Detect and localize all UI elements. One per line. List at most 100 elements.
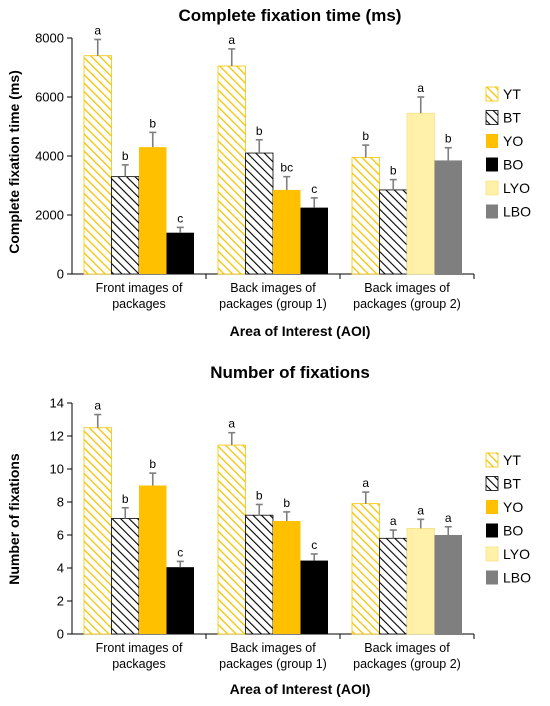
significance-label: a: [390, 514, 397, 528]
x-category-label: packages (group 1): [219, 657, 327, 671]
x-category-label: Back images of: [230, 641, 316, 655]
significance-label: a: [417, 503, 424, 517]
bar-bo: [166, 567, 194, 634]
significance-label: b: [256, 488, 263, 502]
bar-yt: [351, 157, 380, 275]
x-category-label: Back images of: [230, 281, 316, 295]
y-axis-label: Complete fixation time (ms): [6, 70, 22, 254]
legend-label: BO: [503, 523, 523, 539]
legend-swatch-lyo: [485, 180, 499, 196]
legend: YT BT YO BO LYO LBO: [485, 86, 531, 220]
significance-label: a: [362, 476, 369, 490]
legend-label: BT: [503, 476, 521, 492]
bar-lyo: [406, 112, 435, 275]
bar-lyo: [406, 528, 435, 635]
y-tick-label: 2000: [35, 208, 64, 223]
significance-label: a: [94, 399, 101, 413]
y-tick-label: 6000: [35, 90, 64, 105]
x-category-label: packages: [112, 297, 166, 311]
plot-area: 0 2 4 6 8 10 12 14 a b b c Front images of packages a b…: [50, 396, 475, 671]
y-tick-label: 8000: [35, 31, 64, 46]
significance-label: b: [283, 496, 290, 510]
legend-swatch-yo: [486, 134, 498, 148]
legend-swatch-lbo: [486, 204, 498, 219]
significance-label: a: [228, 33, 235, 47]
significance-label: b: [122, 149, 129, 163]
legend-swatch-bo: [486, 157, 498, 172]
bar-bt: [245, 514, 274, 635]
legend-label: LBO: [503, 570, 531, 586]
bar-bt: [111, 518, 140, 635]
significance-label: b: [122, 492, 129, 506]
legend-swatch-lbo: [486, 570, 498, 585]
y-tick-label: 12: [50, 429, 64, 444]
bar-yo: [273, 189, 301, 274]
legend-label: YT: [503, 86, 521, 102]
chart-title: Number of fixations: [210, 363, 370, 382]
x-category-label: packages (group 2): [353, 297, 461, 311]
x-category-label: packages: [112, 657, 166, 671]
bar-lbo: [434, 160, 462, 274]
x-axis-label: Area of Interest (AOI): [230, 323, 371, 339]
x-category-label: packages (group 1): [219, 297, 327, 311]
significance-label: b: [149, 457, 156, 471]
y-tick-label: 4: [57, 561, 64, 576]
significance-label: c: [177, 545, 183, 559]
chart-number-of-fixations: Number of fixations Number of fixations …: [6, 363, 531, 697]
bar-bt: [379, 537, 408, 635]
x-category-label: Back images of: [364, 281, 450, 295]
y-tick-label: 8: [57, 495, 64, 510]
y-tick-label: 10: [50, 462, 64, 477]
bar-bo: [300, 207, 328, 274]
significance-label: b: [362, 129, 369, 143]
legend-label: YO: [503, 133, 523, 149]
y-tick-label: 0: [57, 627, 64, 642]
bar-yo: [139, 485, 167, 634]
chart-title: Complete fixation time (ms): [179, 6, 402, 25]
y-tick-label: 6: [57, 528, 64, 543]
y-tick-label: 2: [57, 594, 64, 609]
chart-complete-fixation-time: Complete fixation time (ms) Complete fix…: [6, 6, 531, 339]
significance-label: c: [311, 182, 317, 196]
bar-yo: [273, 520, 301, 634]
significance-label: c: [311, 538, 317, 552]
bar-yt: [351, 503, 380, 635]
y-tick-label: 14: [50, 396, 64, 411]
x-category-label: packages (group 2): [353, 657, 461, 671]
x-category-label: Front images of: [96, 281, 183, 295]
legend-label: BT: [503, 110, 521, 126]
significance-label: b: [390, 164, 397, 178]
bar-yt: [83, 427, 112, 635]
x-axis-label: Area of Interest (AOI): [230, 681, 371, 697]
legend-label: LBO: [503, 204, 531, 220]
significance-label: bc: [280, 161, 293, 175]
x-category-label: Back images of: [364, 641, 450, 655]
legend-label: LYO: [503, 546, 530, 562]
significance-label: b: [445, 132, 452, 146]
legend-label: BO: [503, 157, 523, 173]
x-category-label: Front images of: [96, 641, 183, 655]
significance-label: b: [149, 116, 156, 130]
bar-lbo: [434, 535, 462, 634]
legend-swatch-bt: [485, 476, 499, 491]
significance-label: a: [94, 23, 101, 37]
significance-label: a: [417, 81, 424, 95]
y-axis-label: Number of fixations: [6, 453, 22, 585]
significance-label: a: [445, 511, 452, 525]
bar-yt: [217, 444, 246, 635]
bar-bt: [379, 189, 408, 275]
legend-swatch-bo: [486, 523, 498, 538]
legend-label: YT: [503, 452, 521, 468]
bar-yo: [139, 147, 167, 274]
legend-swatch-lyo: [485, 546, 499, 562]
legend-swatch-yt: [485, 86, 499, 102]
significance-label: c: [177, 211, 183, 225]
bar-bt: [245, 152, 274, 275]
significance-label: a: [228, 417, 235, 431]
legend-swatch-yt: [485, 452, 499, 468]
bar-yt: [83, 55, 112, 275]
bar-bt: [111, 176, 140, 275]
legend-label: LYO: [503, 180, 530, 196]
